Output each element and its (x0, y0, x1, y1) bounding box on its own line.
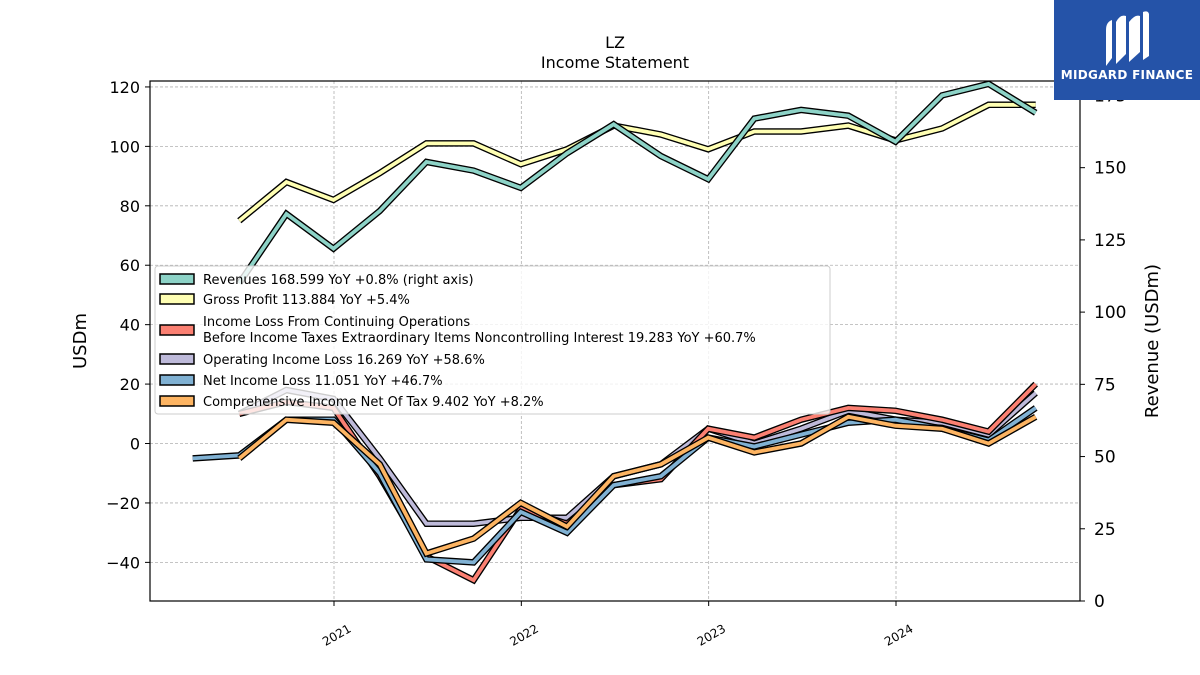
legend-label: Operating Income Loss 16.269 YoY +58.6% (203, 353, 485, 368)
y-tick-label: 80 (120, 197, 140, 216)
series-line (238, 414, 1037, 556)
legend-swatch (159, 395, 195, 407)
brand-name: MIDGARD FINANCE (1060, 68, 1194, 82)
y-tick-label: −40 (106, 553, 140, 572)
y2-tick-label: 150 (1094, 159, 1126, 179)
legend-swatch (159, 293, 195, 305)
y2-tick-label: 100 (1094, 303, 1126, 323)
y-tick-label: 20 (120, 375, 140, 394)
legend-label: Before Income Taxes Extraordinary Items … (203, 331, 756, 346)
brand-logo: MIDGARD FINANCE (1054, 0, 1200, 100)
legend-swatch (159, 324, 195, 336)
legend-swatch (159, 353, 195, 365)
y2-tick-label: 0 (1094, 592, 1105, 612)
chart-title: LZ (605, 33, 625, 52)
series-layer (192, 80, 1039, 585)
y-tick-label: 100 (109, 137, 140, 156)
y-tick-label: 120 (109, 78, 140, 97)
y-axis-label: USDm (70, 313, 91, 369)
legend: Revenues 168.599 YoY +0.8% (right axis) G… (154, 265, 831, 415)
chart-subtitle: Income Statement (541, 53, 689, 72)
series-line (237, 81, 1037, 285)
legend-swatch (159, 374, 195, 386)
y2-tick-label: 25 (1094, 520, 1116, 540)
x-tick-label: 2021 (320, 621, 353, 648)
series-line (192, 406, 1037, 565)
y-tick-label: −20 (106, 494, 140, 513)
legend-label: Net Income Loss 11.051 YoY +46.7% (203, 374, 443, 389)
y-tick-label: 60 (120, 256, 140, 275)
y2-axis-label: Revenue (USDm) (1142, 264, 1163, 418)
legend-swatch (159, 273, 195, 285)
legend-label: Comprehensive Income Net Of Tax 9.402 Yo… (203, 395, 544, 410)
y-tick-label: 40 (120, 316, 140, 335)
y2-tick-label: 125 (1094, 231, 1126, 251)
x-tick-label: 2022 (507, 621, 540, 648)
legend-label: Income Loss From Continuing Operations (203, 315, 470, 330)
midgard-m-logo-icon (1106, 11, 1149, 66)
x-tick-label: 2023 (695, 621, 728, 648)
legend-label: Revenues 168.599 YoY +0.8% (right axis) (203, 273, 474, 288)
legend-box (154, 265, 831, 415)
legend-label: Gross Profit 113.884 YoY +5.4% (203, 293, 410, 308)
y2-tick-label: 50 (1094, 448, 1116, 468)
y-tick-label: 0 (130, 435, 140, 454)
y2-tick-label: 75 (1094, 375, 1116, 395)
plot-frame (149, 80, 1081, 602)
x-tick-label: 2024 (882, 621, 915, 648)
